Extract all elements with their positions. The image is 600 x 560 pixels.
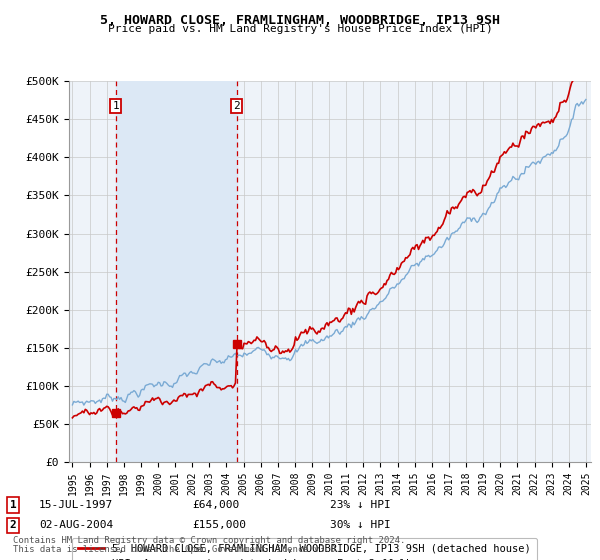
- Text: £155,000: £155,000: [192, 520, 246, 530]
- Text: 23% ↓ HPI: 23% ↓ HPI: [330, 500, 391, 510]
- Legend: 5, HOWARD CLOSE, FRAMLINGHAM, WOODBRIDGE, IP13 9SH (detached house), HPI: Averag: 5, HOWARD CLOSE, FRAMLINGHAM, WOODBRIDGE…: [71, 538, 537, 560]
- Text: 2: 2: [10, 520, 17, 530]
- Text: 1: 1: [113, 101, 119, 111]
- Text: Contains HM Land Registry data © Crown copyright and database right 2024.: Contains HM Land Registry data © Crown c…: [13, 536, 406, 545]
- Text: This data is licensed under the Open Government Licence v3.0.: This data is licensed under the Open Gov…: [13, 545, 341, 554]
- Text: £64,000: £64,000: [192, 500, 239, 510]
- Bar: [116, 81, 236, 462]
- Text: 2: 2: [233, 101, 240, 111]
- Text: 02-AUG-2004: 02-AUG-2004: [39, 520, 113, 530]
- Text: 1: 1: [10, 500, 17, 510]
- Text: 5, HOWARD CLOSE, FRAMLINGHAM, WOODBRIDGE, IP13 9SH: 5, HOWARD CLOSE, FRAMLINGHAM, WOODBRIDGE…: [100, 14, 500, 27]
- Text: 15-JUL-1997: 15-JUL-1997: [39, 500, 113, 510]
- Text: 30% ↓ HPI: 30% ↓ HPI: [330, 520, 391, 530]
- Text: Price paid vs. HM Land Registry's House Price Index (HPI): Price paid vs. HM Land Registry's House …: [107, 24, 493, 34]
